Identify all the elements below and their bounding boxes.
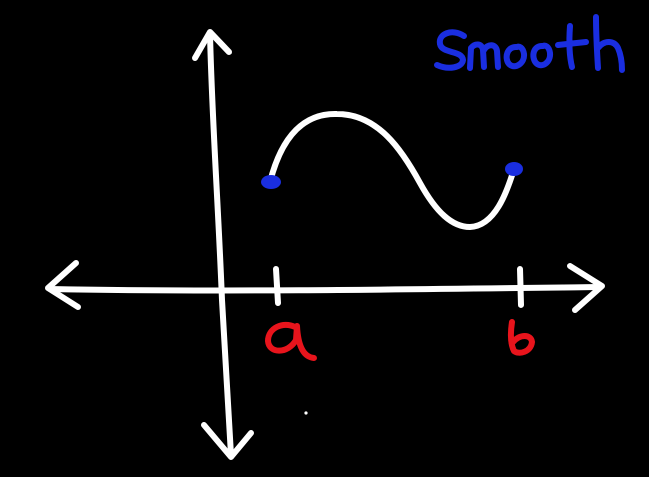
tick-label-a-glyph xyxy=(265,321,317,361)
left-endpoint-dot xyxy=(261,175,281,189)
annotation-letter-o1 xyxy=(503,43,528,70)
stray-dot xyxy=(304,411,308,415)
tick-label-a xyxy=(265,321,317,361)
x-axis xyxy=(45,260,605,313)
x-axis-left-arrowhead xyxy=(45,260,81,310)
right-endpoint-dot xyxy=(505,162,523,176)
x-axis-tick-b xyxy=(517,266,524,308)
x-axis-line xyxy=(47,284,601,294)
tick-label-b xyxy=(507,319,535,356)
x-axis-tick-a xyxy=(273,266,281,306)
tick-label-b-glyph xyxy=(507,319,535,356)
annotation-letter-m xyxy=(467,41,501,71)
annotation-letter-t xyxy=(555,23,589,70)
x-axis-right-arrowhead xyxy=(567,263,605,313)
annotation-letter-o2 xyxy=(530,42,554,69)
y-axis-top-arrowhead xyxy=(192,29,232,61)
annotation-letter-h xyxy=(593,14,625,73)
y-axis xyxy=(192,29,254,460)
smooth-annotation xyxy=(434,14,625,73)
annotation-letter-s xyxy=(434,29,467,71)
smooth-curve xyxy=(267,110,517,230)
y-axis-bottom-arrowhead xyxy=(201,422,254,460)
y-axis-line xyxy=(207,31,234,458)
